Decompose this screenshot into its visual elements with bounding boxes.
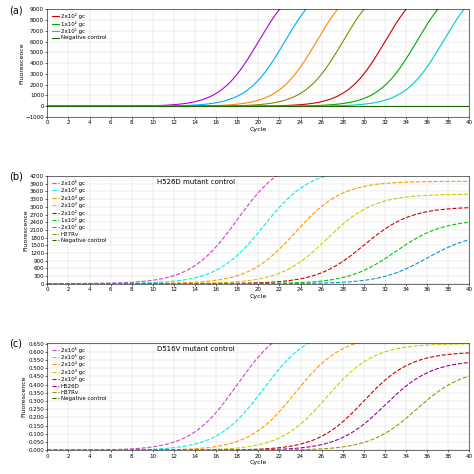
Text: D516V mutant control: D516V mutant control [157,346,235,352]
Legend: 2x10⁶ gc, 2x10⁵ gc, 2x10⁴ gc, 2x10³ gc, 2x10² gc, 1x10² gc, 2x10¹ gc, H37Rv, Neg: 2x10⁶ gc, 2x10⁵ gc, 2x10⁴ gc, 2x10³ gc, … [52,180,106,243]
Text: (a): (a) [9,5,23,15]
Y-axis label: Fluorescence: Fluorescence [24,209,28,251]
X-axis label: Cycle: Cycle [250,460,267,465]
Text: (c): (c) [9,338,22,348]
Legend: 2x10² gc, 1x10² gc, 2x10¹ gc, Negative control: 2x10² gc, 1x10² gc, 2x10¹ gc, Negative c… [52,13,106,40]
Text: H526D mutant control: H526D mutant control [157,179,235,185]
Text: (b): (b) [9,172,23,182]
Legend: 2x10⁶ gc, 2x10⁵ gc, 2x10⁴ gc, 2x10³ gc, 2x10² gc, H526D, H37Rv, Negative control: 2x10⁶ gc, 2x10⁵ gc, 2x10⁴ gc, 2x10³ gc, … [52,346,106,401]
Y-axis label: Fluorescence: Fluorescence [22,376,27,417]
X-axis label: Cycle: Cycle [250,293,267,299]
X-axis label: Cycle: Cycle [250,127,267,132]
Y-axis label: Fluorescence: Fluorescence [19,43,24,84]
